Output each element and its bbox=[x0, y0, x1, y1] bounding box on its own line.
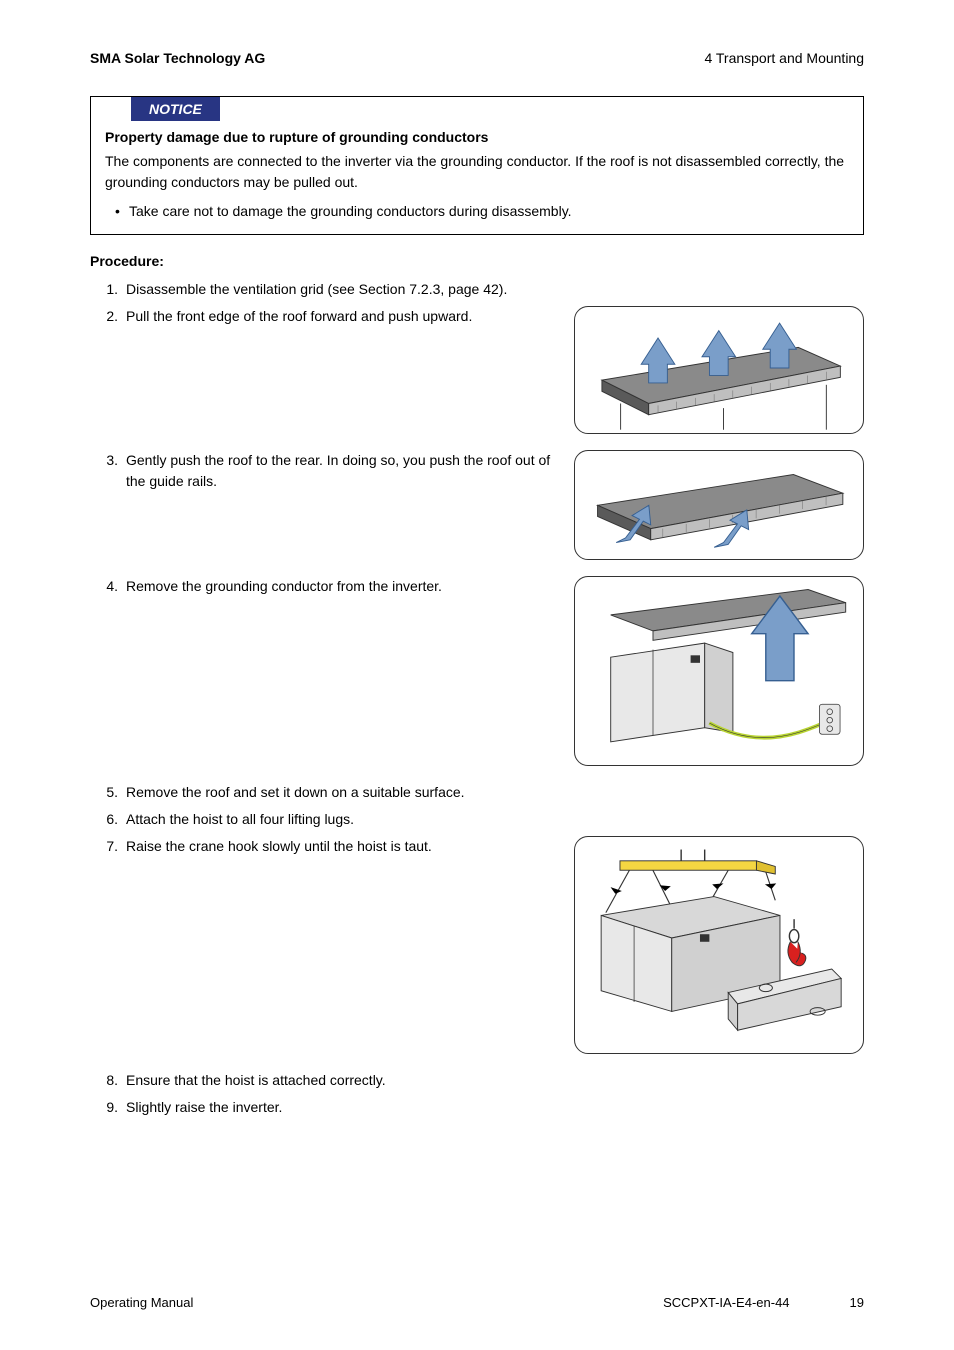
figure-roof-lift bbox=[574, 306, 864, 434]
step-item: 4. Remove the grounding conductor from t… bbox=[100, 576, 562, 597]
step-number: 5. bbox=[100, 782, 126, 803]
notice-label: NOTICE bbox=[131, 97, 220, 121]
step-text: Remove the roof and set it down on a sui… bbox=[126, 782, 864, 803]
step-text: Gently push the roof to the rear. In doi… bbox=[126, 450, 562, 492]
notice-title: Property damage due to rupture of ground… bbox=[91, 129, 863, 151]
notice-text: The components are connected to the inve… bbox=[91, 151, 863, 201]
notice-box: NOTICE Property damage due to rupture of… bbox=[90, 96, 864, 235]
step-text: Attach the hoist to all four lifting lug… bbox=[126, 809, 864, 830]
step-number: 6. bbox=[100, 809, 126, 830]
step-text: Remove the grounding conductor from the … bbox=[126, 576, 562, 597]
step-item: 9. Slightly raise the inverter. bbox=[100, 1097, 864, 1118]
step-item: 8. Ensure that the hoist is attached cor… bbox=[100, 1070, 864, 1091]
step-item: 7. Raise the crane hook slowly until the… bbox=[100, 836, 562, 857]
step-item: 6. Attach the hoist to all four lifting … bbox=[100, 809, 864, 830]
step-item: 3. Gently push the roof to the rear. In … bbox=[100, 450, 562, 492]
step-text: Slightly raise the inverter. bbox=[126, 1097, 864, 1118]
step-number: 3. bbox=[100, 450, 126, 492]
figure-roof-push bbox=[574, 450, 864, 560]
procedure-heading: Procedure: bbox=[90, 253, 864, 269]
page-footer: Operating Manual SCCPXT-IA-E4-en-44 19 bbox=[90, 1295, 864, 1310]
steps-container: 1. Disassemble the ventilation grid (see… bbox=[100, 279, 864, 1118]
step-item: 2. Pull the front edge of the roof forwa… bbox=[100, 306, 562, 327]
step-number: 8. bbox=[100, 1070, 126, 1091]
step-number: 7. bbox=[100, 836, 126, 857]
step-number: 2. bbox=[100, 306, 126, 327]
step-number: 9. bbox=[100, 1097, 126, 1118]
step-row: 7. Raise the crane hook slowly until the… bbox=[100, 836, 864, 1064]
header-section: 4 Transport and Mounting bbox=[704, 50, 864, 66]
step-text: Raise the crane hook slowly until the ho… bbox=[126, 836, 562, 857]
footer-doc: SCCPXT-IA-E4-en-44 bbox=[663, 1295, 789, 1310]
step-item: 5. Remove the roof and set it down on a … bbox=[100, 782, 864, 803]
footer-page: 19 bbox=[850, 1295, 864, 1310]
step-number: 4. bbox=[100, 576, 126, 597]
step-row: 3. Gently push the roof to the rear. In … bbox=[100, 450, 864, 570]
figure-ground-conductor bbox=[574, 576, 864, 766]
step-row: 4. Remove the grounding conductor from t… bbox=[100, 576, 864, 776]
step-number: 1. bbox=[100, 279, 126, 300]
step-text: Pull the front edge of the roof forward … bbox=[126, 306, 562, 327]
step-item: 1. Disassemble the ventilation grid (see… bbox=[100, 279, 864, 300]
header-company: SMA Solar Technology AG bbox=[90, 50, 265, 66]
notice-bullet: Take care not to damage the grounding co… bbox=[91, 201, 863, 222]
step-text: Disassemble the ventilation grid (see Se… bbox=[126, 279, 864, 300]
figure-hoist bbox=[574, 836, 864, 1054]
page-header: SMA Solar Technology AG 4 Transport and … bbox=[90, 50, 864, 66]
step-text: Ensure that the hoist is attached correc… bbox=[126, 1070, 864, 1091]
step-row: 2. Pull the front edge of the roof forwa… bbox=[100, 306, 864, 444]
footer-left: Operating Manual bbox=[90, 1295, 193, 1310]
